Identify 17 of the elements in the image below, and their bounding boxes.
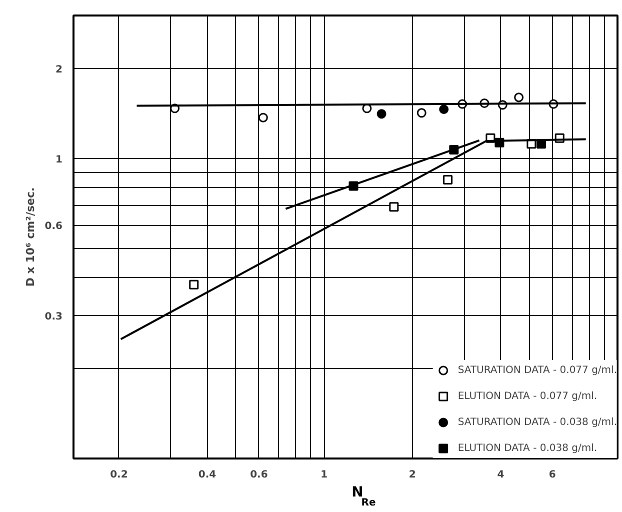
legend-label: ELUTION DATA - 0.077 g/ml. bbox=[458, 390, 598, 402]
x-axis-title: NRe bbox=[352, 484, 376, 508]
x-tick-label: 0.6 bbox=[250, 470, 268, 480]
x-tick-label: 0.4 bbox=[198, 470, 216, 480]
y-tick-label: 1 bbox=[56, 154, 63, 166]
y-axis-title: D x 10⁶ cm²/sec. bbox=[24, 187, 37, 287]
x-tick-label: 4 bbox=[497, 470, 504, 480]
x-tick-label: 2 bbox=[408, 470, 416, 480]
y-tick-label: 2 bbox=[56, 64, 63, 76]
x-tick-label: 1 bbox=[320, 470, 328, 480]
y-tick-label: 0.3 bbox=[44, 311, 63, 322]
y-tick-label: 0.6 bbox=[44, 221, 63, 232]
x-tick-label: 0.2 bbox=[110, 470, 128, 480]
x-tick-label: 6 bbox=[548, 470, 556, 480]
legend-label: SATURATION DATA - 0.038 g/ml. bbox=[458, 416, 617, 428]
legend-label: SATURATION DATA - 0.077 g/ml. bbox=[458, 364, 617, 376]
legend-label: ELUTION DATA - 0.038 g/ml. bbox=[458, 442, 598, 454]
